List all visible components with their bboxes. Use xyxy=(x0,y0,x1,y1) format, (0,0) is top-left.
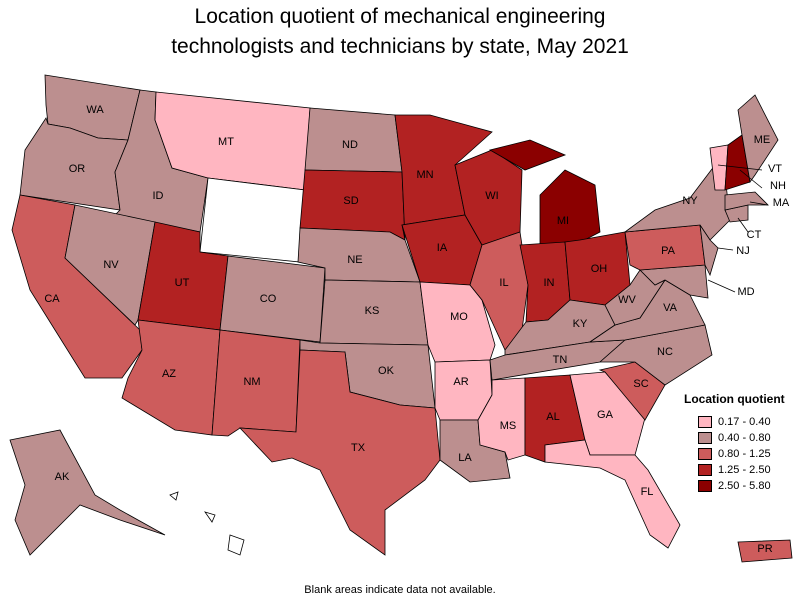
state-label-tx: TX xyxy=(351,442,366,454)
state-label-fl: FL xyxy=(641,486,654,498)
state-label-nd: ND xyxy=(342,139,358,151)
state-label-ky: KY xyxy=(573,318,588,330)
state-me xyxy=(737,94,779,184)
state-label-pr: PR xyxy=(757,543,772,555)
state-label-or: OR xyxy=(69,163,86,175)
state-label-la: LA xyxy=(458,452,472,464)
state-label-nc: NC xyxy=(657,346,673,358)
state-label-mi: MI xyxy=(557,215,569,227)
state-label-nv: NV xyxy=(103,259,119,271)
state-label-va: VA xyxy=(663,302,678,314)
state-wy xyxy=(199,177,306,263)
state-label-ga: GA xyxy=(597,409,614,421)
state-label-wa: WA xyxy=(86,104,104,116)
state-nv xyxy=(64,204,156,326)
state-label-co: CO xyxy=(260,293,277,305)
state-label-mn: MN xyxy=(416,169,433,181)
state-label-nh: NH xyxy=(770,180,786,192)
state-label-nj: NJ xyxy=(736,245,749,257)
state-label-mt: MT xyxy=(218,136,234,148)
legend-swatch xyxy=(698,464,712,476)
state-label-md: MD xyxy=(737,286,754,298)
state-sc xyxy=(598,361,666,421)
leader-line xyxy=(749,201,769,206)
state-hi xyxy=(169,491,245,556)
legend-row: 1.25 - 2.50 xyxy=(684,462,800,478)
state-label-ms: MS xyxy=(500,420,517,432)
state-label-id: ID xyxy=(153,190,164,202)
leader-line xyxy=(737,217,749,233)
legend-label: 0.40 - 0.80 xyxy=(718,432,771,444)
state-nj xyxy=(699,224,719,277)
state-label-ia: IA xyxy=(437,242,448,254)
state-label-ut: UT xyxy=(175,277,190,289)
leader-line xyxy=(717,247,734,251)
leader-line xyxy=(739,169,763,189)
state-label-tn: TN xyxy=(553,354,568,366)
state-label-ok: OK xyxy=(378,365,395,377)
legend-swatch xyxy=(698,480,712,492)
state-pr xyxy=(737,539,793,563)
state-label-mo: MO xyxy=(450,311,468,323)
state-label-ne: NE xyxy=(347,254,362,266)
legend-label: 2.50 - 5.80 xyxy=(718,480,771,492)
state-label-al: AL xyxy=(546,411,559,423)
legend-row: 2.50 - 5.80 xyxy=(684,478,800,494)
state-label-wv: WV xyxy=(618,294,636,306)
legend-row: 0.40 - 0.80 xyxy=(684,430,800,446)
state-ak xyxy=(9,429,166,556)
state-fl xyxy=(544,439,681,549)
state-label-pa: PA xyxy=(661,245,676,257)
state-label-ca: CA xyxy=(44,293,60,305)
legend-swatch xyxy=(698,448,712,460)
state-label-nm: NM xyxy=(243,376,260,388)
footnote: Blank areas indicate data not available. xyxy=(304,584,496,596)
state-label-ct: CT xyxy=(747,229,762,241)
state-label-vt: VT xyxy=(768,163,782,175)
legend: Location quotient 0.17 - 0.40 0.40 - 0.8… xyxy=(684,392,800,494)
state-ma xyxy=(724,191,769,211)
legend-row: 0.80 - 1.25 xyxy=(684,446,800,462)
leader-line xyxy=(717,164,763,171)
legend-label: 0.17 - 0.40 xyxy=(718,416,771,428)
legend-swatch xyxy=(698,416,712,428)
legend-label: 0.80 - 1.25 xyxy=(718,448,771,460)
leader-line xyxy=(707,279,736,293)
map-title: Location quotient of mechanical engineer… xyxy=(171,5,629,58)
state-label-ar: AR xyxy=(453,376,468,388)
state-label-oh: OH xyxy=(591,263,608,275)
state-label-me: ME xyxy=(754,134,771,146)
state-label-sc: SC xyxy=(633,378,648,390)
state-label-ma: MA xyxy=(773,197,790,209)
state-label-wi: WI xyxy=(485,190,498,202)
state-label-sd: SD xyxy=(343,195,358,207)
state-tx xyxy=(239,349,441,556)
legend-swatch xyxy=(698,432,712,444)
state-label-ks: KS xyxy=(365,305,380,317)
state-label-ny: NY xyxy=(682,195,698,207)
state-label-in: IN xyxy=(544,277,555,289)
legend-title: Location quotient xyxy=(684,392,785,406)
legend-row: 0.17 - 0.40 xyxy=(684,414,800,430)
legend-label: 1.25 - 2.50 xyxy=(718,464,771,476)
state-label-il: IL xyxy=(499,277,508,289)
state-label-ak: AK xyxy=(55,471,70,483)
state-label-az: AZ xyxy=(162,368,176,380)
